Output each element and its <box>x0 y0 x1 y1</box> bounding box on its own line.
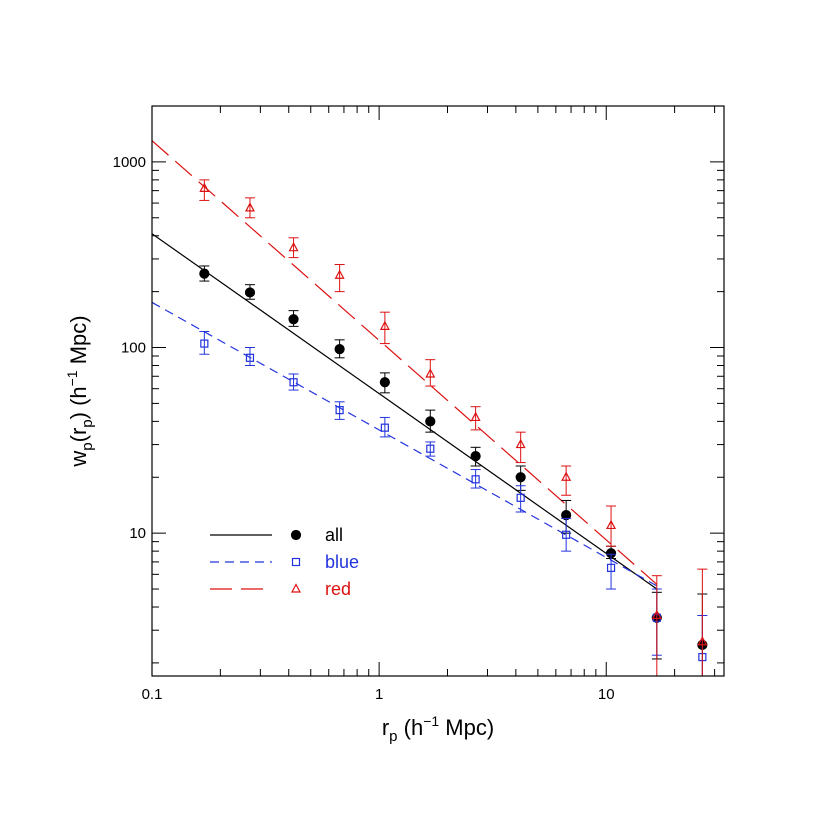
all-point <box>379 377 390 388</box>
all-point <box>334 344 345 355</box>
x-tick-label: 10 <box>598 686 615 703</box>
red-point <box>379 320 390 330</box>
y-label-open: (r <box>66 428 91 443</box>
blue-point <box>245 353 255 362</box>
y-label-exp: −1 <box>64 370 80 386</box>
fit-lines <box>152 140 658 590</box>
legend-label-red: red <box>325 579 351 599</box>
x-axis-label: rp (h−1 Mpc) <box>382 713 494 745</box>
axis-ticks <box>151 105 724 676</box>
all-fit-line <box>152 233 658 590</box>
red-point <box>606 519 617 530</box>
legend-label-blue: blue <box>325 552 359 572</box>
legend-marker-blue <box>291 557 301 567</box>
legend-label-all: all <box>325 525 343 545</box>
x-label-unit: Mpc) <box>439 715 494 740</box>
red-point <box>334 269 345 279</box>
blue-point <box>289 378 298 387</box>
red-point <box>244 202 255 212</box>
red-point <box>651 609 662 620</box>
x-tick-label: 1 <box>375 686 383 703</box>
y-tick-label: 10 <box>129 525 146 542</box>
x-label-open: (h <box>398 715 424 740</box>
blue-point <box>562 530 571 539</box>
x-label-r: r <box>382 715 389 740</box>
all-point <box>515 472 526 483</box>
y-label-unit: Mpc) <box>66 315 91 370</box>
red-point <box>697 635 708 646</box>
y-tick-label: 100 <box>121 340 146 357</box>
blue-point <box>516 493 525 502</box>
blue-fit-line <box>152 301 658 587</box>
x-label-exp: −1 <box>423 713 439 729</box>
y-label-w-sub: p <box>79 442 96 450</box>
blue-point <box>471 475 480 484</box>
tick-labels: 0.1 1 10 10 100 1000 <box>113 154 615 703</box>
x-label-r-sub: p <box>389 728 397 745</box>
blue-point <box>335 406 344 415</box>
red-point <box>199 182 210 192</box>
blue-point <box>200 339 209 348</box>
y-axis-label: wp(rp) (h−1 Mpc) <box>64 315 96 467</box>
legend: all blue red <box>210 525 359 599</box>
all-point <box>244 287 256 298</box>
all-point <box>470 451 481 462</box>
red-point <box>515 438 526 449</box>
x-tick-label: 0.1 <box>142 686 163 703</box>
blue-point <box>380 423 389 432</box>
all-point <box>199 268 210 279</box>
plot-frame <box>151 105 725 677</box>
y-label-close: ) (h <box>66 386 91 419</box>
red-point <box>561 471 572 481</box>
data-marks <box>199 179 708 676</box>
red-fit-line <box>152 140 658 585</box>
y-label-r-sub: p <box>79 419 96 427</box>
legend-marker-all <box>290 529 302 541</box>
red-point <box>470 411 481 422</box>
blue-point <box>426 444 435 453</box>
y-tick-label: 1000 <box>113 154 146 171</box>
all-point <box>288 314 299 325</box>
red-point <box>288 241 299 252</box>
all-point <box>425 416 436 427</box>
blue-point <box>606 563 616 572</box>
legend-marker-red <box>291 583 301 593</box>
y-label-w: w <box>66 451 91 468</box>
red-point <box>425 368 436 378</box>
